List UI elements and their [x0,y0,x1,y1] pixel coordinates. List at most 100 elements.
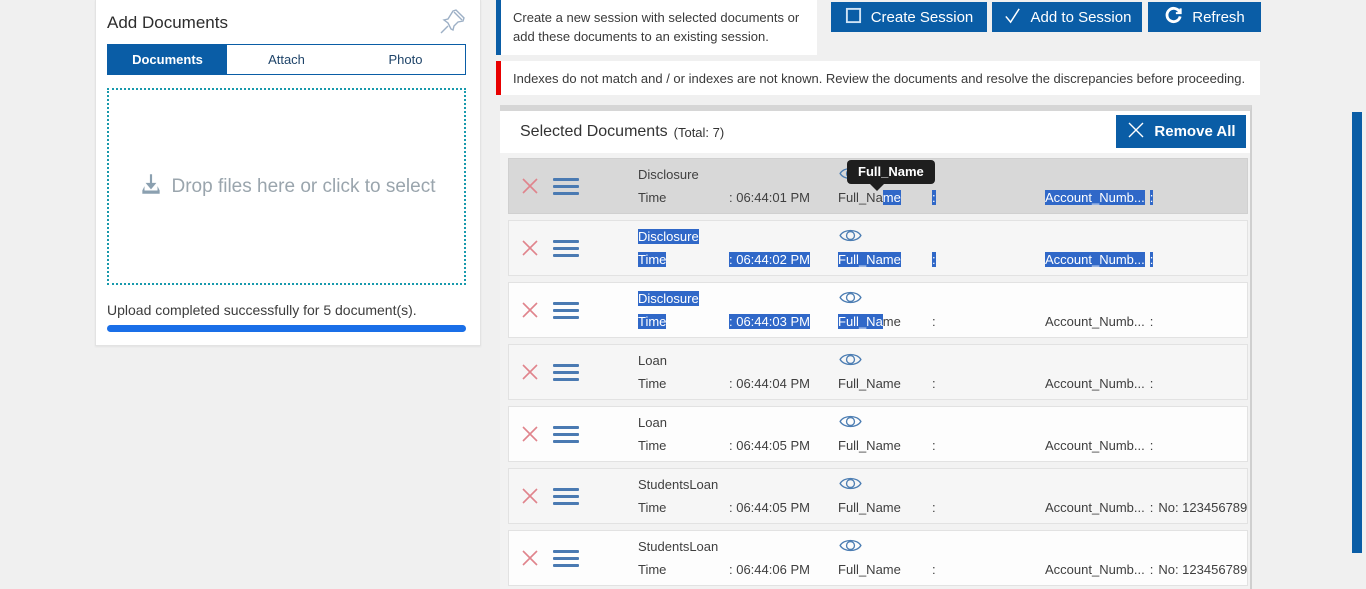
pin-icon[interactable] [438,8,466,36]
full-name-label: Full_Name [838,190,901,205]
eye-icon[interactable] [838,537,863,557]
time-value: : 06:44:05 PM [729,438,810,453]
checkmark-icon [1003,6,1022,29]
account-label: Account_Numb... [1045,190,1145,205]
create-session-button[interactable]: Create Session [831,2,987,32]
account-label: Account_Numb... [1045,252,1145,267]
dropzone-label: Drop files here or click to select [171,175,436,197]
drag-handle-icon[interactable] [553,487,579,505]
tab-attach[interactable]: Attach [268,52,305,67]
full-name-label: Full_Name [838,376,901,391]
time-value: : 06:44:06 PM [729,562,810,577]
row-content: Disclosure Time : 06:44:02 PM Full_Name … [638,229,1158,268]
drag-handle-icon[interactable] [553,425,579,443]
drag-handle-icon[interactable] [553,363,579,381]
document-type: Disclosure [638,167,699,182]
full-name-separator: : [932,314,936,329]
full-name-separator: : [932,500,936,515]
time-value: : 06:44:01 PM [729,190,810,205]
document-row: Loan Time : 06:44:04 PM Full_Name : Acco… [508,344,1248,400]
selected-documents-title: Selected Documents [520,123,668,140]
upload-progress-bar [107,325,466,332]
selected-documents-panel: Selected Documents (Total: 7) Remove All… [500,105,1252,589]
document-type: Disclosure [638,291,699,306]
remove-row-icon[interactable] [521,301,539,319]
document-row: Disclosure Time : 06:44:03 PM Full_Name … [508,282,1248,338]
eye-icon[interactable] [838,413,863,433]
full-name-separator: : [932,376,936,391]
eye-icon[interactable] [838,227,863,247]
eye-icon[interactable] [838,351,863,371]
tab-photo[interactable]: Photo [388,52,423,67]
row-content: Loan Time : 06:44:04 PM Full_Name : Acco… [638,353,1158,392]
document-type: StudentsLoan [638,539,719,554]
add-documents-tabs: Documents Attach Photo [107,44,466,75]
time-label: Time [638,314,667,329]
refresh-button[interactable]: Refresh [1148,2,1261,32]
drag-handle-icon[interactable] [553,177,579,195]
account-separator: : [1149,190,1154,205]
drag-handle-icon[interactable] [553,301,579,319]
document-type: StudentsLoan [638,477,719,492]
drag-handle-icon[interactable] [553,239,579,257]
info-banner: Create a new session with selected docum… [496,0,817,55]
document-type: Loan [638,353,667,368]
add-to-session-button[interactable]: Add to Session [992,2,1142,32]
document-list: Disclosure Time : 06:44:01 PM Full_Name … [500,153,1250,586]
row-content: Disclosure Time : 06:44:03 PM Full_Name … [638,291,1158,330]
upload-status-text: Upload completed successfully for 5 docu… [107,302,417,318]
remove-row-icon[interactable] [521,363,539,381]
document-row: StudentsLoan Time : 06:44:05 PM Full_Nam… [508,468,1248,524]
document-row: Disclosure Time : 06:44:02 PM Full_Name … [508,220,1248,276]
full-name-separator: : [932,252,936,267]
document-row: Disclosure Time : 06:44:01 PM Full_Name … [508,158,1248,214]
account-value: No: 123456789 [1158,500,1248,515]
remove-row-icon[interactable] [521,239,539,257]
time-label: Time [638,438,667,453]
create-session-label: Create Session [870,8,974,26]
drag-handle-icon[interactable] [553,549,579,567]
time-label: Time [638,252,667,267]
row-content: Loan Time : 06:44:05 PM Full_Name : Acco… [638,415,1158,454]
time-value: : 06:44:04 PM [729,376,810,391]
x-icon [1126,120,1146,144]
remove-row-icon[interactable] [521,177,539,195]
account-value: No: 123456789 [1158,562,1248,577]
time-label: Time [638,500,667,515]
time-label: Time [638,376,667,391]
time-value: : 06:44:03 PM [729,314,810,329]
remove-all-button[interactable]: Remove All [1116,115,1246,148]
add-documents-card: Add Documents Documents Attach Photo Dro… [95,0,481,346]
tab-documents[interactable]: Documents [108,45,227,74]
remove-row-icon[interactable] [521,549,539,567]
document-type: Disclosure [638,229,699,244]
warning-banner: Indexes do not match and / or indexes ar… [496,61,1260,95]
full-name-tooltip: Full_Name [847,160,935,191]
eye-icon[interactable] [838,289,863,309]
page-scrollbar-thumb[interactable] [1352,112,1362,553]
time-label: Time [638,562,667,577]
upload-progress-fill [107,325,466,332]
full-name-separator: : [932,190,936,205]
document-row: StudentsLoan Time : 06:44:06 PM Full_Nam… [508,530,1248,586]
row-content: StudentsLoan Time : 06:44:05 PM Full_Nam… [638,477,1247,516]
eye-icon[interactable] [838,475,863,495]
time-label: Time [638,190,667,205]
add-documents-title: Add Documents [107,13,228,32]
remove-row-icon[interactable] [521,425,539,443]
refresh-label: Refresh [1192,8,1245,26]
row-content: StudentsLoan Time : 06:44:06 PM Full_Nam… [638,539,1247,578]
full-name-separator: : [932,562,936,577]
account-label: Account_Numb... [1045,314,1145,329]
account-label: Account_Numb... [1045,500,1145,515]
remove-row-icon[interactable] [521,487,539,505]
row-content: Disclosure Time : 06:44:01 PM Full_Name … [638,167,1158,206]
download-icon [138,171,164,202]
file-dropzone[interactable]: Drop files here or click to select [107,88,466,285]
selected-documents-header: Selected Documents (Total: 7) Remove All [500,111,1250,153]
full-name-label: Full_Name [838,562,901,577]
account-label: Account_Numb... [1045,376,1145,391]
document-type: Loan [638,415,667,430]
add-to-session-label: Add to Session [1030,8,1132,26]
time-value: : 06:44:02 PM [729,252,810,267]
